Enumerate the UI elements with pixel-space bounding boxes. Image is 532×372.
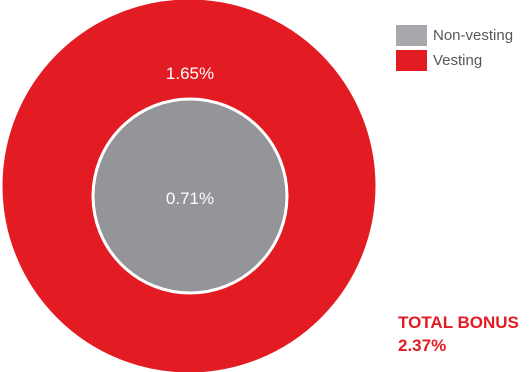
legend-swatch-vesting bbox=[396, 50, 427, 71]
legend-swatch-non-vesting bbox=[396, 25, 427, 46]
total-bonus: TOTAL BONUS 2.37% bbox=[398, 311, 519, 357]
chart-legend: Non-vesting Vesting bbox=[396, 25, 513, 75]
legend-item-non-vesting: Non-vesting bbox=[396, 25, 513, 46]
legend-label-non-vesting: Non-vesting bbox=[433, 27, 514, 44]
non-vesting-circle bbox=[91, 97, 289, 295]
legend-item-vesting: Vesting bbox=[396, 50, 513, 71]
legend-label-vesting: Vesting bbox=[433, 52, 483, 69]
total-bonus-value: 2.37% bbox=[398, 336, 447, 355]
total-bonus-label: TOTAL BONUS bbox=[398, 313, 519, 332]
vesting-value-label: 1.65% bbox=[166, 64, 214, 83]
non-vesting-value-label: 0.71% bbox=[166, 189, 214, 208]
